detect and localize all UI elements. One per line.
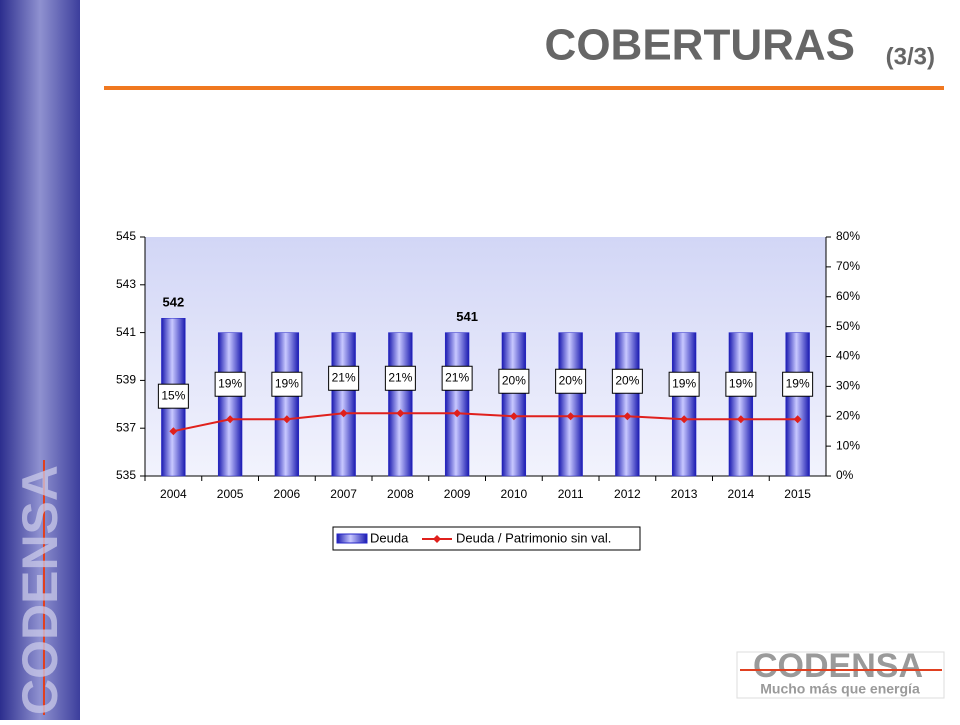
label-box [611,368,643,394]
legend-label: Deuda [370,530,409,545]
x-tick-label: 2006 [274,487,301,501]
label-box [782,371,814,397]
label-box [157,383,189,409]
y-tick-label: 537 [116,420,136,434]
x-tick-label: 2010 [501,487,528,501]
x-tick-label: 2012 [614,487,641,501]
line-marker [736,415,745,424]
x-tick-label: 2008 [387,487,414,501]
slide-title: COBERTURAS [545,21,855,70]
line-value-label: 19% [218,376,242,390]
line-value-label: 19% [786,376,810,390]
line-value-label: 19% [729,376,753,390]
line-value-label: 21% [332,370,356,384]
logo-brand: CODENSA [753,647,923,685]
sidebar-brand: CODENSA [12,465,68,715]
y2-tick-label: 40% [836,349,860,363]
label-box [271,371,303,397]
y2-tick-label: 10% [836,438,860,452]
legend [332,526,641,551]
line-value-label: 19% [672,376,696,390]
line-marker [396,409,405,418]
line-marker [339,409,348,418]
line-marker [509,412,518,421]
label-box [214,371,246,397]
legend-label: Deuda / Patrimonio sin val. [456,530,611,545]
y2-tick-label: 80% [836,229,860,243]
x-tick-label: 2011 [558,487,584,501]
label-box [725,371,757,397]
y2-tick-label: 50% [836,319,860,333]
slide-page: (3/3) [886,43,935,70]
bar [501,332,527,477]
label-box [498,368,530,394]
logo-tagline: Mucho más que energía [760,681,920,697]
line-marker [226,415,235,424]
y2-tick-label: 30% [836,379,860,393]
line-marker [282,415,291,424]
line-value-label: 20% [559,373,583,387]
x-tick-label: 2015 [784,487,811,501]
line [173,412,798,433]
bar [671,332,697,477]
bar [331,332,356,477]
bar-value-label: 542 [163,295,185,310]
bar [558,332,583,477]
line-marker [169,427,178,436]
x-tick-label: 2005 [217,487,244,501]
line-marker [623,412,632,421]
label-box [668,371,700,397]
y-tick-label: 541 [116,325,136,339]
line-value-label: 20% [502,373,526,387]
y-tick-label: 545 [116,229,136,243]
bar [615,332,640,477]
bar-value-label: 541 [456,309,478,324]
x-tick-label: 2013 [671,487,698,501]
bar [785,332,810,477]
line-value-label: 15% [161,388,185,402]
x-tick-label: 2004 [160,487,187,501]
plot-area [145,237,826,476]
legend-swatch [433,535,441,543]
bar [274,332,300,477]
sidebar [0,0,80,720]
y2-tick-label: 70% [836,259,860,273]
line-marker [453,409,462,418]
bar [728,332,754,477]
x-tick-label: 2014 [728,487,755,501]
bar [217,332,243,477]
line-marker [566,412,575,421]
line-value-label: 21% [445,370,469,384]
bar [444,332,470,477]
line-value-label: 19% [275,376,299,390]
y2-tick-label: 0% [836,468,854,482]
line-value-label: 21% [388,370,412,384]
line-marker [793,415,802,424]
legend-swatch [336,533,368,544]
label-box [441,365,473,391]
line-value-label: 20% [615,373,639,387]
label-box [328,365,360,391]
line-marker [680,415,689,424]
label-box [384,365,416,391]
x-tick-label: 2009 [444,487,471,501]
bar [388,332,413,477]
y2-tick-label: 20% [836,408,860,422]
label-box [555,368,587,394]
y-tick-label: 543 [116,277,136,291]
x-tick-label: 2007 [330,487,357,501]
y-tick-label: 539 [116,373,136,387]
logo-box [736,651,945,699]
y2-tick-label: 60% [836,289,860,303]
y-tick-label: 535 [116,468,136,482]
